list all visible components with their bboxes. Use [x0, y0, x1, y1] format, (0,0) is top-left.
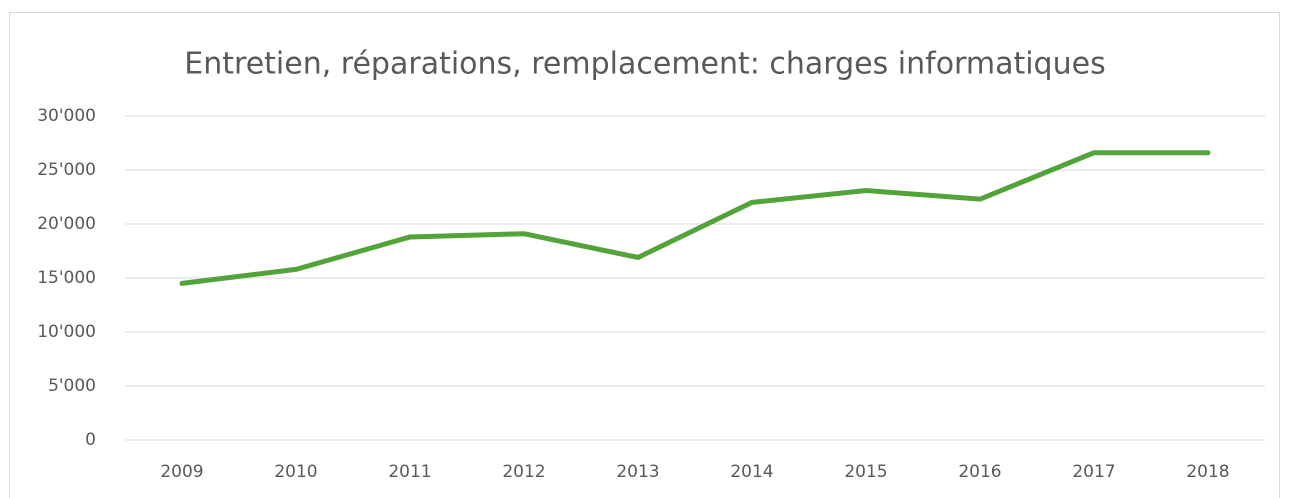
- x-tick-label: 2010: [274, 462, 317, 482]
- y-tick-label: 10'000: [37, 322, 96, 342]
- y-tick-label: 0: [85, 430, 96, 450]
- y-tick-label: 30'000: [37, 106, 96, 126]
- y-tick-label: 20'000: [37, 214, 96, 234]
- chart-title: Entretien, réparations, remplacement: ch…: [184, 47, 1105, 82]
- line: [179, 150, 1211, 286]
- x-tick-label: 2011: [388, 462, 431, 482]
- x-tick-label: 2016: [958, 462, 1001, 482]
- y-tick-label: 15'000: [37, 268, 96, 288]
- x-tick-label: 2009: [160, 462, 203, 482]
- x-tick-label: 2014: [730, 462, 773, 482]
- x-tick-label: 2013: [616, 462, 659, 482]
- x-tick-label: 2018: [1186, 462, 1229, 482]
- x-tick-label: 2012: [502, 462, 545, 482]
- x-tick-label: 2017: [1072, 462, 1115, 482]
- chart-border: [9, 12, 1280, 498]
- y-tick-label: 25'000: [37, 160, 96, 180]
- x-tick-label: 2015: [844, 462, 887, 482]
- y-tick-label: 5'000: [48, 376, 96, 396]
